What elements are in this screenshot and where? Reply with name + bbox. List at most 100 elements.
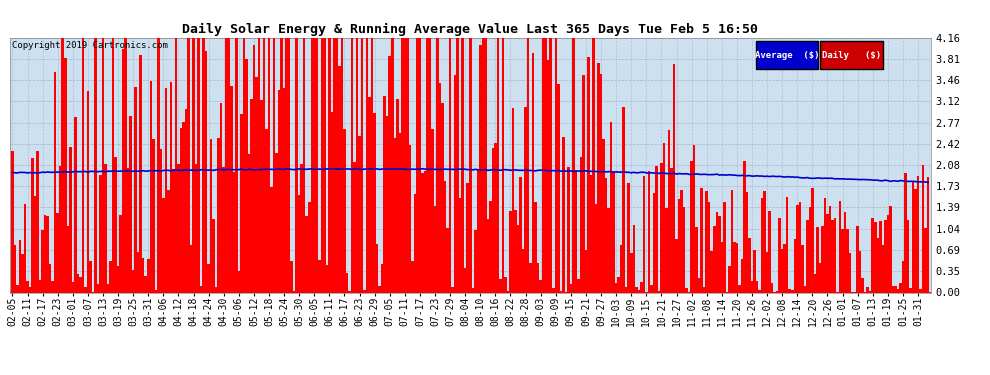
Bar (142, 258, 145, 292)
Bar (587, 57, 590, 292)
Bar (786, 197, 788, 292)
Bar (902, 261, 904, 292)
Bar (316, 38, 318, 292)
Bar (406, 38, 409, 292)
Bar (187, 38, 190, 292)
Bar (736, 243, 739, 292)
Bar (331, 112, 334, 292)
Bar (739, 285, 741, 292)
Bar (514, 210, 517, 292)
Bar (451, 287, 453, 292)
Bar (848, 252, 851, 292)
Bar (154, 290, 157, 292)
Bar (404, 38, 406, 292)
Bar (685, 288, 688, 292)
Bar (574, 171, 577, 292)
Bar (323, 38, 326, 292)
Bar (414, 194, 416, 292)
Bar (527, 38, 530, 292)
Bar (59, 166, 61, 292)
Bar (866, 288, 869, 292)
Bar (246, 58, 248, 292)
Bar (122, 49, 125, 292)
Bar (288, 38, 290, 292)
Bar (843, 212, 846, 292)
Bar (569, 284, 572, 292)
Bar (207, 264, 210, 292)
Bar (700, 188, 703, 292)
Bar (195, 164, 197, 292)
Bar (280, 38, 283, 292)
Bar (497, 38, 499, 292)
Bar (321, 38, 323, 292)
Bar (625, 287, 628, 292)
Bar (530, 262, 532, 292)
Bar (453, 75, 456, 292)
Bar (641, 282, 643, 292)
Bar (811, 188, 814, 292)
Bar (750, 281, 753, 292)
Bar (487, 219, 489, 292)
Bar (210, 139, 213, 292)
Bar (285, 38, 288, 292)
Bar (476, 170, 479, 292)
Bar (363, 290, 366, 292)
Bar (56, 213, 59, 292)
Bar (675, 238, 678, 292)
Bar (623, 107, 625, 292)
Bar (804, 286, 806, 292)
Bar (517, 225, 520, 292)
Bar (411, 261, 414, 292)
Bar (386, 116, 388, 292)
Bar (84, 287, 86, 292)
Bar (881, 244, 884, 292)
Bar (424, 171, 427, 292)
Bar (673, 64, 675, 292)
Bar (99, 175, 102, 292)
Bar (358, 136, 360, 292)
Bar (298, 195, 300, 292)
Bar (235, 38, 238, 292)
Bar (827, 214, 829, 292)
Bar (260, 99, 262, 292)
Bar (824, 198, 827, 292)
Bar (760, 198, 763, 292)
Bar (509, 211, 512, 292)
Bar (79, 277, 81, 292)
Bar (49, 264, 51, 292)
Bar (876, 238, 879, 292)
Bar (525, 106, 527, 292)
Bar (698, 278, 700, 292)
Bar (842, 229, 843, 292)
Bar (620, 245, 623, 292)
Bar (532, 53, 535, 292)
Bar (871, 218, 874, 292)
Bar (185, 110, 187, 292)
Bar (537, 262, 540, 292)
FancyBboxPatch shape (755, 41, 819, 69)
Bar (213, 219, 215, 292)
Bar (894, 286, 897, 292)
Bar (783, 244, 786, 292)
Bar (703, 287, 706, 292)
Bar (585, 250, 587, 292)
Text: Daily   ($): Daily ($) (822, 51, 881, 60)
Bar (368, 98, 371, 292)
Bar (718, 216, 721, 292)
Bar (112, 38, 114, 292)
Bar (290, 261, 293, 292)
Bar (145, 276, 147, 292)
Bar (456, 38, 459, 292)
Bar (192, 38, 195, 292)
Bar (341, 38, 344, 292)
Bar (794, 239, 796, 292)
Bar (334, 38, 336, 292)
Bar (618, 278, 620, 292)
Bar (328, 38, 331, 292)
Bar (303, 38, 306, 292)
Bar (615, 284, 618, 292)
Bar (448, 38, 451, 292)
Bar (32, 158, 34, 292)
Bar (137, 252, 140, 292)
Bar (53, 72, 56, 292)
